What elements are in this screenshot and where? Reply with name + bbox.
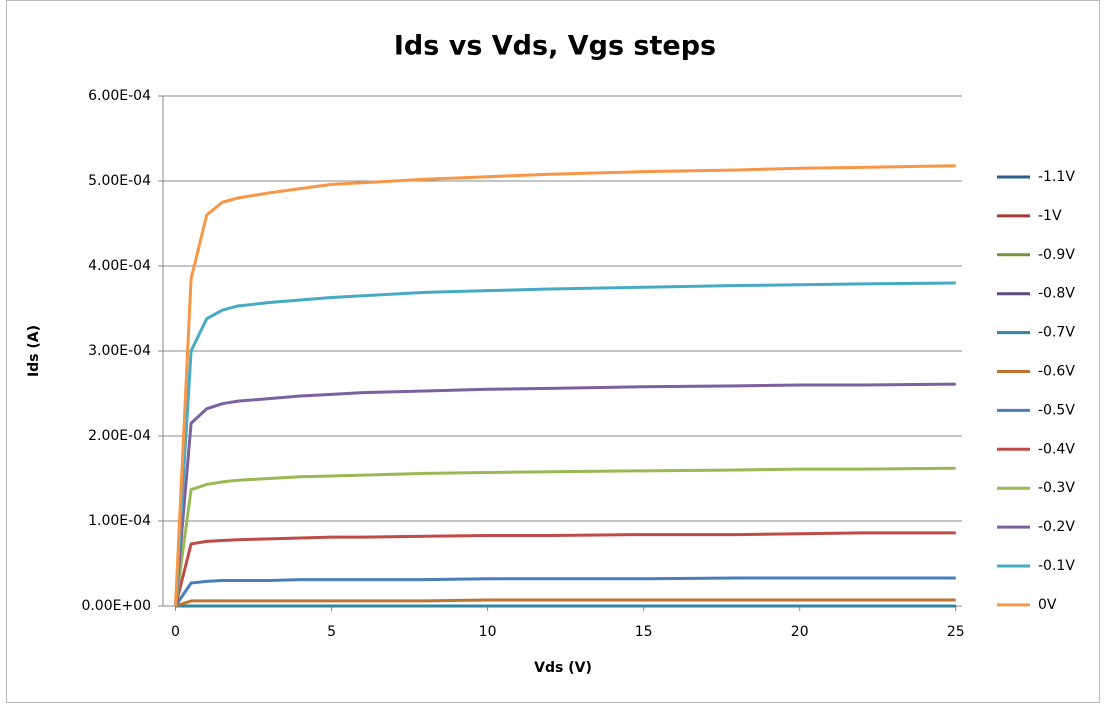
y-tick-label: 3.00E-04 — [88, 343, 151, 359]
x-tick-label: 15 — [635, 624, 653, 640]
legend-label: -0.5V — [1038, 402, 1075, 418]
series-line — [173, 382, 956, 607]
legend-label: -1.1V — [1038, 169, 1075, 185]
legend-label: -0.9V — [1038, 247, 1075, 263]
y-axis-label: Ids (A) — [26, 325, 42, 377]
chart-title: Ids vs Vds, Vgs steps — [394, 31, 716, 62]
series-line — [173, 164, 956, 607]
x-tick-label: 10 — [479, 624, 497, 640]
y-tick-label: 6.00E-04 — [88, 88, 151, 104]
legend-label: -0.8V — [1038, 286, 1075, 302]
series-line — [173, 466, 956, 607]
x-tick-label: 20 — [791, 624, 809, 640]
y-tick-label: 1.00E-04 — [88, 513, 151, 529]
y-tick-label: 2.00E-04 — [88, 428, 151, 444]
x-tick-label: 25 — [947, 624, 965, 640]
series-line — [174, 576, 956, 607]
series-line — [174, 531, 956, 607]
legend-label: -0.7V — [1038, 325, 1075, 341]
legend-label: -1V — [1038, 208, 1062, 224]
legend-label: -0.6V — [1038, 364, 1075, 380]
x-tick-label: 0 — [171, 624, 180, 640]
legend-label: -0.1V — [1038, 558, 1075, 574]
series-line — [173, 281, 956, 607]
y-tick-label: 0.00E+00 — [81, 598, 151, 614]
series-line — [175, 598, 956, 608]
x-axis-label: Vds (V) — [534, 660, 592, 676]
legend-label: -0.3V — [1038, 480, 1075, 496]
x-tick-label: 5 — [327, 624, 336, 640]
legend-label: -0.2V — [1038, 519, 1075, 535]
legend-label: 0V — [1038, 597, 1057, 613]
y-tick-label: 5.00E-04 — [88, 173, 151, 189]
y-tick-label: 4.00E-04 — [88, 258, 151, 274]
legend-label: -0.4V — [1038, 441, 1075, 457]
